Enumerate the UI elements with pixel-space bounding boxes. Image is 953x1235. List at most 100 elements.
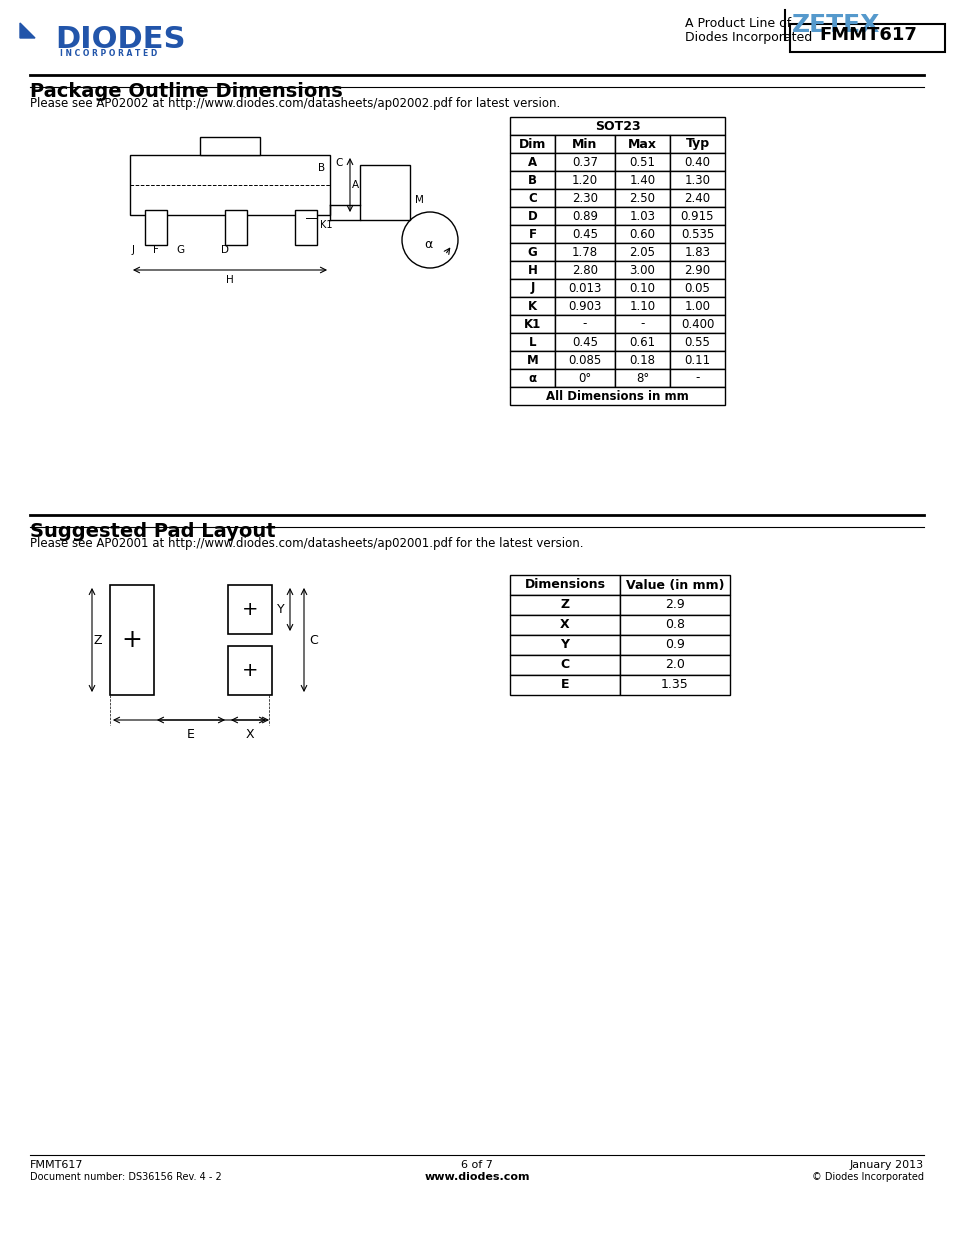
Text: C: C: [309, 634, 317, 646]
Text: 0.903: 0.903: [568, 300, 601, 312]
Bar: [555, 135, 615, 153]
Text: 1.00: 1.00: [684, 300, 710, 312]
Bar: [555, 225, 615, 243]
Text: Typ: Typ: [684, 137, 709, 151]
Bar: [789, 23, 944, 52]
Text: 2.50: 2.50: [629, 191, 655, 205]
Text: G: G: [527, 246, 537, 258]
Bar: [510, 207, 555, 225]
Text: L: L: [528, 336, 536, 348]
Bar: [130, 156, 330, 215]
Bar: [555, 207, 615, 225]
Bar: [619, 615, 729, 635]
Bar: [145, 210, 167, 245]
Text: 8°: 8°: [636, 372, 648, 384]
Bar: [510, 676, 619, 695]
Text: 2.9: 2.9: [664, 599, 684, 611]
Text: K1: K1: [319, 220, 333, 230]
Bar: [110, 585, 153, 695]
Text: Y: Y: [276, 603, 284, 616]
Text: Diodes Incorporated: Diodes Incorporated: [684, 31, 811, 44]
Bar: [615, 279, 669, 296]
Bar: [619, 676, 729, 695]
Text: D: D: [527, 210, 537, 222]
Text: 0.400: 0.400: [680, 317, 714, 331]
Text: G: G: [175, 245, 184, 254]
Bar: [555, 153, 615, 170]
Text: Min: Min: [572, 137, 598, 151]
Text: E: E: [560, 678, 569, 692]
Bar: [510, 615, 619, 635]
Bar: [510, 189, 555, 207]
Text: -: -: [695, 372, 699, 384]
Text: Please see AP02002 at http://www.diodes.com/datasheets/ap02002.pdf for latest ve: Please see AP02002 at http://www.diodes.…: [30, 98, 559, 110]
Text: 3.00: 3.00: [629, 263, 655, 277]
Text: K: K: [527, 300, 537, 312]
Bar: [510, 243, 555, 261]
Text: 1.83: 1.83: [684, 246, 710, 258]
Text: 0.55: 0.55: [684, 336, 710, 348]
Bar: [228, 646, 272, 695]
Bar: [615, 315, 669, 333]
Text: FMMT617: FMMT617: [819, 26, 916, 44]
Text: www.diodes.com: www.diodes.com: [424, 1172, 529, 1182]
Bar: [555, 189, 615, 207]
Text: 1.40: 1.40: [629, 173, 655, 186]
Text: 0.61: 0.61: [629, 336, 655, 348]
Text: 1.35: 1.35: [660, 678, 688, 692]
Text: 0.11: 0.11: [683, 353, 710, 367]
Text: -: -: [582, 317, 587, 331]
Text: +: +: [241, 661, 258, 680]
Bar: [510, 595, 619, 615]
Text: © Diodes Incorporated: © Diodes Incorporated: [811, 1172, 923, 1182]
Bar: [510, 153, 555, 170]
Text: C: C: [335, 158, 342, 168]
Text: Dim: Dim: [518, 137, 546, 151]
Text: K1: K1: [523, 317, 540, 331]
Bar: [510, 333, 555, 351]
Bar: [619, 655, 729, 676]
Text: 0.60: 0.60: [629, 227, 655, 241]
Bar: [510, 117, 724, 135]
Text: 2.30: 2.30: [572, 191, 598, 205]
Text: 0°: 0°: [578, 372, 591, 384]
Bar: [669, 296, 724, 315]
Bar: [615, 369, 669, 387]
Text: 0.9: 0.9: [664, 638, 684, 652]
Bar: [555, 369, 615, 387]
Bar: [555, 261, 615, 279]
Text: DIODES: DIODES: [55, 25, 185, 54]
Text: 1.78: 1.78: [572, 246, 598, 258]
Text: H: H: [226, 275, 233, 285]
Bar: [669, 135, 724, 153]
Bar: [555, 243, 615, 261]
Bar: [555, 279, 615, 296]
Bar: [555, 296, 615, 315]
Text: January 2013: January 2013: [849, 1160, 923, 1170]
Bar: [555, 333, 615, 351]
Text: A: A: [352, 180, 358, 190]
Bar: [669, 315, 724, 333]
Text: Z: Z: [559, 599, 569, 611]
Text: 0.8: 0.8: [664, 619, 684, 631]
Text: J: J: [530, 282, 534, 294]
Bar: [510, 261, 555, 279]
Text: Document number: DS36156 Rev. 4 - 2: Document number: DS36156 Rev. 4 - 2: [30, 1172, 221, 1182]
Text: A: A: [527, 156, 537, 168]
Bar: [669, 189, 724, 207]
Bar: [615, 153, 669, 170]
Text: Value (in mm): Value (in mm): [625, 578, 723, 592]
Bar: [510, 279, 555, 296]
Text: FMMT617: FMMT617: [30, 1160, 84, 1170]
Text: 0.45: 0.45: [572, 336, 598, 348]
Text: 0.085: 0.085: [568, 353, 601, 367]
Text: 2.90: 2.90: [683, 263, 710, 277]
Bar: [615, 225, 669, 243]
Text: 1.20: 1.20: [572, 173, 598, 186]
Polygon shape: [20, 23, 35, 38]
Bar: [510, 369, 555, 387]
Bar: [510, 170, 555, 189]
Text: 0.89: 0.89: [572, 210, 598, 222]
Bar: [615, 296, 669, 315]
Text: α: α: [423, 238, 432, 252]
